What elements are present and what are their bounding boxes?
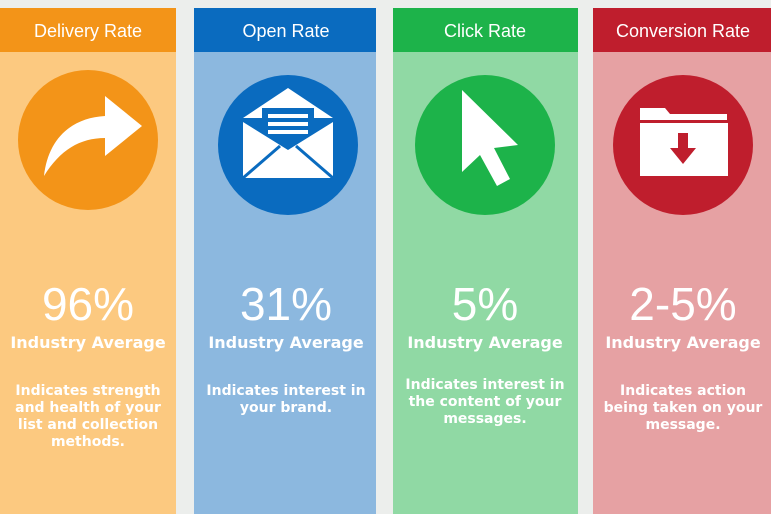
card-description: your brand.: [240, 400, 332, 416]
card-header: [593, 8, 771, 52]
card-header: [393, 8, 578, 52]
share-icon: [44, 96, 142, 176]
icon-circle: [218, 75, 358, 215]
card-label: Industry Average: [605, 333, 760, 352]
card-stat: 5%: [452, 278, 518, 330]
card-header: [194, 8, 376, 52]
card-title: Conversion Rate: [616, 21, 750, 41]
card-description: Indicates action: [620, 383, 746, 399]
card-header: [0, 8, 176, 52]
card-stat: 96%: [42, 278, 134, 330]
card-stat: 2-5%: [629, 278, 736, 330]
card-description: the content of your: [409, 394, 562, 410]
card-label: Industry Average: [10, 333, 165, 352]
folder-icon: [640, 108, 728, 176]
card-description: messages.: [443, 411, 526, 427]
envelope-icon: [242, 88, 334, 180]
card-description: and health of your: [15, 400, 161, 416]
card-description: being taken on your: [604, 400, 763, 416]
card-description: Indicates strength: [15, 383, 160, 399]
card-stat: 31%: [240, 278, 332, 330]
card-description: Indicates interest in: [206, 383, 365, 399]
card-label: Industry Average: [208, 333, 363, 352]
card-description: Indicates interest in: [405, 377, 564, 393]
card-label: Industry Average: [407, 333, 562, 352]
card-title: Open Rate: [242, 21, 329, 41]
card-description: methods.: [51, 434, 125, 450]
card-description: list and collection: [18, 417, 158, 433]
card-description: message.: [645, 417, 720, 433]
card-title: Click Rate: [444, 21, 526, 41]
card-title: Delivery Rate: [34, 21, 142, 41]
cursor-icon: [462, 90, 518, 186]
